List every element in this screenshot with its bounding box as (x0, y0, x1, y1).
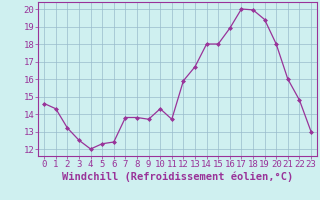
X-axis label: Windchill (Refroidissement éolien,°C): Windchill (Refroidissement éolien,°C) (62, 172, 293, 182)
